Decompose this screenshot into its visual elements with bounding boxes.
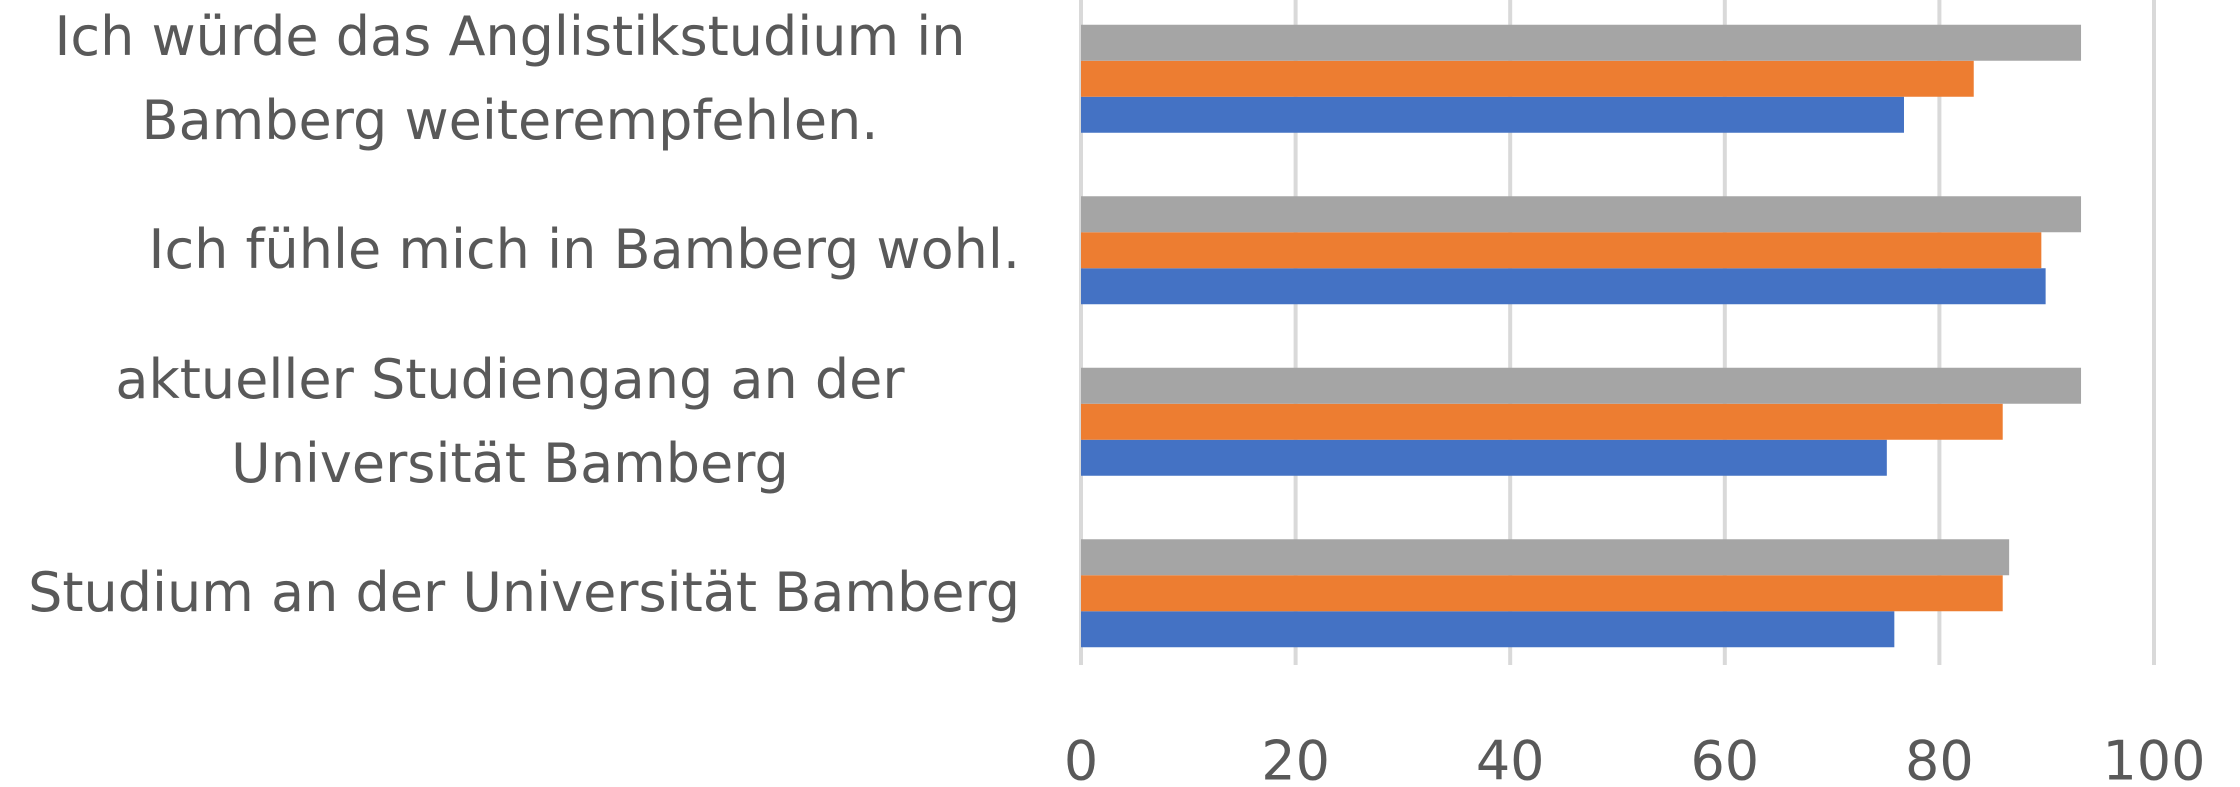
category-text: Studium an der Universität Bamberg — [28, 561, 1020, 625]
bar — [1081, 268, 2046, 305]
bar — [1081, 232, 2042, 269]
bar — [1081, 24, 2082, 61]
x-tick-label: 40 — [1476, 730, 1545, 787]
bar — [1081, 60, 1974, 97]
bar — [1081, 403, 2003, 440]
bar — [1081, 96, 1904, 133]
x-tick-label: 20 — [1261, 730, 1330, 787]
bar — [1081, 196, 2082, 233]
y-tick-label: Ich würde das Anglistikstudium in Bamber… — [0, 0, 1020, 165]
y-tick-label: Ich fühle mich in Bamberg wohl. — [0, 165, 1020, 337]
category-text: aktueller Studiengang an der Universität… — [115, 347, 905, 495]
x-tick-label: 80 — [1905, 730, 1974, 787]
bar — [1081, 539, 2010, 576]
category-text: Ich würde das Anglistikstudium in Bamber… — [54, 4, 966, 152]
bar — [1081, 367, 2082, 404]
x-tick-label: 100 — [2102, 730, 2205, 787]
bar — [1081, 611, 1895, 648]
x-tick-label: 60 — [1690, 730, 1759, 787]
bar — [1081, 575, 2003, 612]
y-tick-label: aktueller Studiengang an der Universität… — [0, 336, 1020, 508]
x-tick-label: 0 — [1064, 730, 1098, 787]
category-text: Ich fühle mich in Bamberg wohl. — [148, 218, 1020, 282]
bar — [1081, 439, 1887, 476]
y-tick-label: Studium an der Universität Bamberg — [0, 508, 1020, 680]
